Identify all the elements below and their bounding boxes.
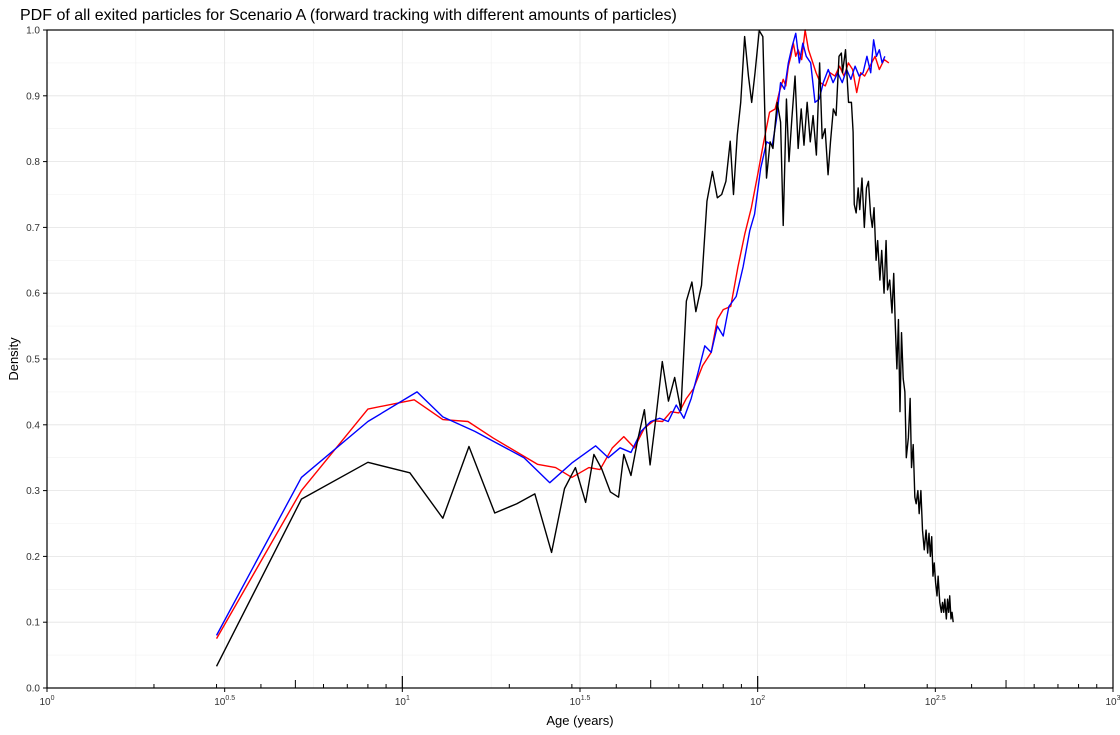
y-tick-label: 0.4 [26, 420, 40, 431]
y-tick-label: 0.0 [26, 684, 40, 695]
y-tick-label: 0.9 [26, 91, 40, 102]
grid [46, 29, 1114, 689]
y-tick-label: 0.5 [26, 355, 40, 366]
x-axis-title: Age (years) [546, 713, 613, 728]
x-tick-label: 100.5 [214, 695, 235, 708]
x-tick-label: 101 [395, 695, 410, 708]
x-tick-label: 103 [1105, 695, 1120, 708]
y-axis-title: Density [6, 337, 21, 381]
series-layer [215, 29, 954, 667]
y-tick-label: 1.0 [26, 26, 40, 37]
y-tick-label: 0.7 [26, 223, 40, 234]
y-tick-label: 0.8 [26, 157, 40, 168]
y-tick-label: 0.1 [26, 618, 40, 629]
y-tick-label: 0.3 [26, 486, 40, 497]
y-tick-label: 0.2 [26, 552, 40, 563]
y-axis: 0.0 0.1 0.2 0.3 0.4 0.5 0.6 0.7 0.8 0.9 1.0 [26, 26, 47, 695]
series-line-3 [215, 29, 954, 667]
x-tick-label: 101.5 [570, 695, 591, 708]
y-tick-label: 0.6 [26, 289, 40, 300]
x-tick-label: 100 [39, 695, 54, 708]
x-tick-label: 102.5 [925, 695, 946, 708]
chart-title: PDF of all exited particles for Scenario… [20, 7, 677, 24]
series-line-2 [215, 32, 886, 636]
x-tick-label: 102 [750, 695, 765, 708]
